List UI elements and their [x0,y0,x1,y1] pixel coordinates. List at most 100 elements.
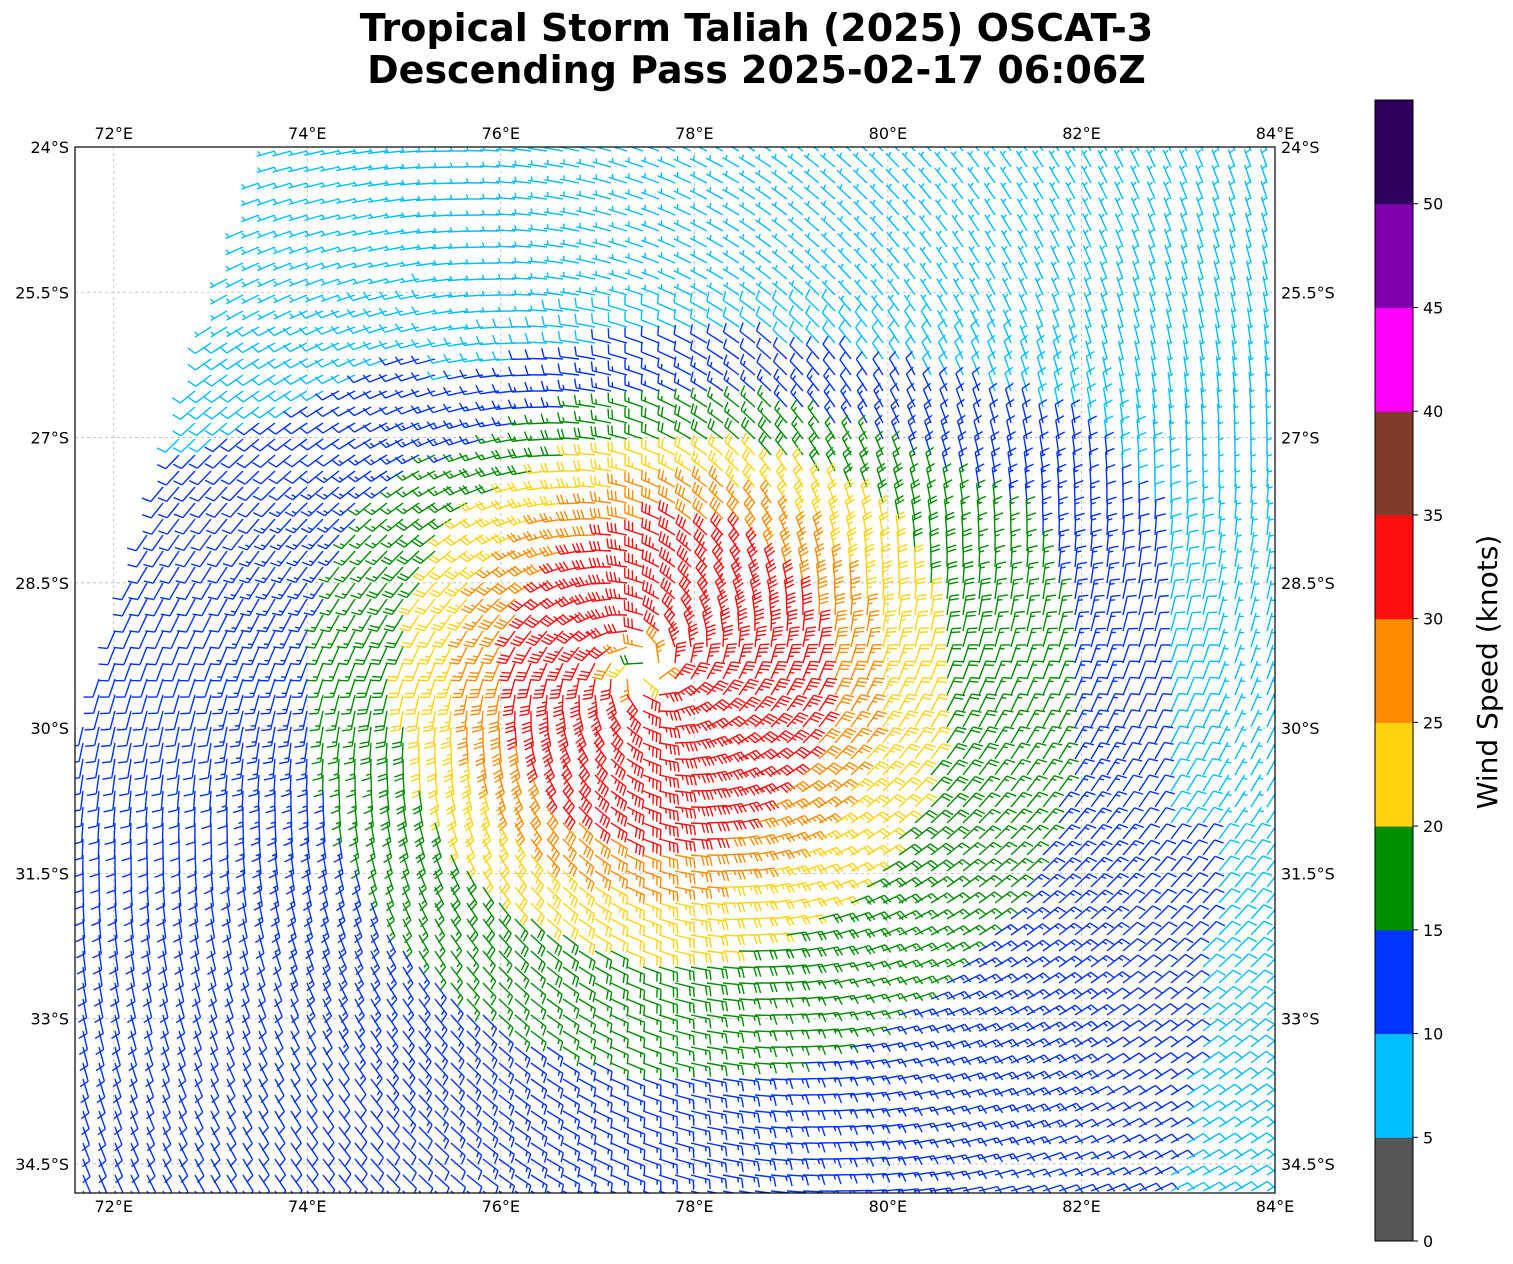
wind-barb [920,318,932,344]
wind-barb [447,210,468,217]
wind-barb [594,966,613,986]
wind-barb [256,614,276,633]
wind-barb [906,398,916,424]
wind-barb [674,482,692,504]
wind-barb [442,403,468,413]
wind-barb [1250,451,1257,472]
wind-barb [384,164,404,170]
wind-barb [463,226,484,233]
wind-barb [113,1110,123,1136]
wind-barb [827,478,837,504]
wind-barb [236,470,260,485]
wind-barb [1166,340,1173,360]
wind-barb [220,438,244,453]
wind-barb [1202,1083,1227,1096]
wind-barb [257,230,276,239]
wind-barb [999,166,1012,184]
wind-barb [946,644,963,664]
wind-barb [1185,419,1191,440]
wind-barb [610,1014,629,1033]
wind-barb [448,275,468,282]
wind-barb [866,811,891,824]
wind-barb [790,383,804,408]
wind-barb [524,332,548,344]
wind-barb [641,252,660,264]
wind-barb [1218,725,1231,744]
wind-barb [1260,196,1268,216]
wind-barb [914,693,934,712]
wind-barb [370,1046,383,1071]
wind-barb [1138,1068,1163,1080]
wind-barb [840,399,852,424]
wind-barb [1074,1020,1099,1032]
wind-barb [658,822,679,838]
wind-barb [853,231,868,248]
wind-barb [741,432,756,456]
wind-barb [179,678,196,698]
wind-barb [1026,709,1046,728]
wind-barb [1010,1038,1036,1048]
wind-barb [256,198,276,206]
wind-barb [1041,496,1052,520]
wind-barb [1089,480,1100,504]
wind-barb [289,310,308,320]
wind-barb [887,294,900,312]
wind-barb [219,422,244,436]
wind-barb [427,550,452,564]
wind-barb [1163,212,1172,232]
wind-barb [288,230,308,238]
wind-barb [1101,356,1108,376]
wind-barb [925,462,936,488]
wind-barb [610,966,629,985]
wind-barb [818,846,844,857]
wind-barb [418,662,436,682]
wind-barb [370,662,388,682]
wind-barb [299,406,324,418]
wind-barb [626,1126,646,1144]
wind-barb [838,335,852,360]
wind-barb [1070,382,1080,408]
wind-barb [320,181,340,188]
wind-barb [545,662,564,682]
wind-barb [364,518,388,532]
wind-barb [1150,356,1157,376]
wind-barb [562,1126,581,1146]
wind-barb [257,262,276,272]
wind-barb [674,451,692,472]
wind-barb [1081,165,1092,184]
wind-barb [1234,1002,1258,1016]
wind-barb [188,454,212,469]
wind-barb [886,246,900,264]
wind-barb [770,660,789,680]
wind-barb [557,298,580,312]
wind-barb [657,484,676,504]
wind-barb [1147,213,1156,232]
wind-barb [322,1046,334,1072]
wind-barb [610,1062,630,1081]
wind-barb [809,462,820,488]
wind-barb [994,644,1011,664]
wind-barb [289,278,308,287]
wind-barb [770,747,795,760]
wind-barb [1202,1100,1227,1112]
wind-barb [930,826,954,840]
wind-barb [210,310,228,322]
wind-barb [590,361,612,376]
wind-barb [560,159,580,168]
wind-barb [594,1062,613,1082]
wind-barb [978,940,1003,952]
wind-barb [1058,693,1077,712]
wind-barb [205,518,228,535]
wind-barb [689,203,708,216]
wind-barb [299,470,324,484]
wind-barb [658,854,679,870]
wind-barb [192,598,212,617]
wind-barb [1081,149,1092,168]
wind-barb [771,289,788,312]
wind-barb [967,198,980,216]
wind-barb [576,287,596,296]
wind-barb [240,198,260,207]
lat-label-left: 25.5°S [15,283,69,302]
wind-barb [1122,1150,1148,1160]
wind-barb [1186,660,1204,680]
